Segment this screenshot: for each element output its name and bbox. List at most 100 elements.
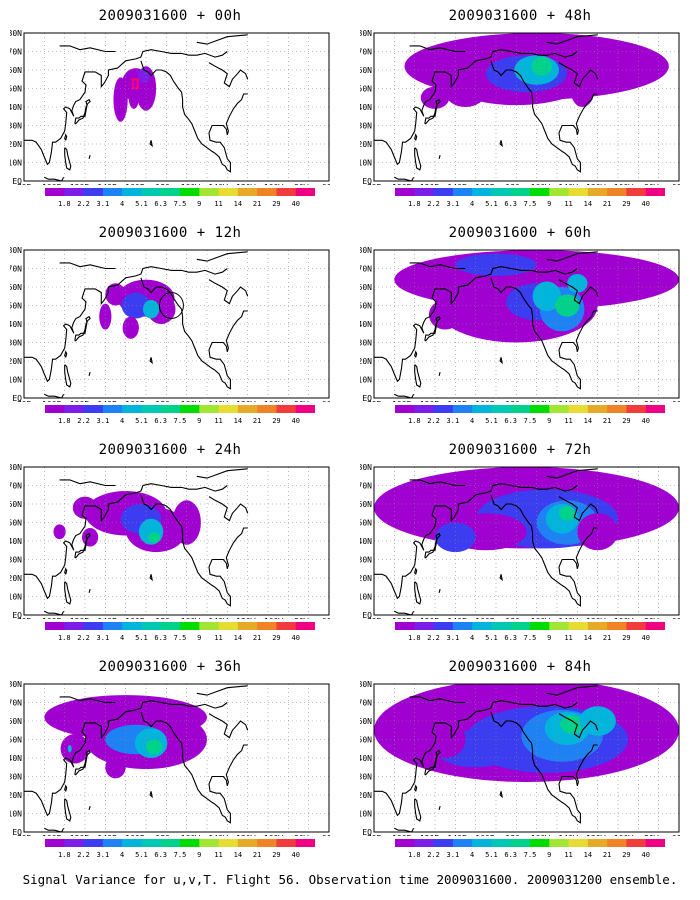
lon-tick-label: 100E <box>42 183 61 185</box>
coastline <box>394 176 415 181</box>
colorbar-swatch <box>237 622 258 630</box>
colorbar-swatch <box>568 405 589 413</box>
colorbar-label: 5.1 <box>485 851 498 859</box>
lon-tick-label: 120W <box>236 400 255 402</box>
lat-tick-label: 50N <box>360 736 372 745</box>
variance-map: 80N 70N 60N 50N 40N 30N 20N 10N EQ80E 100E 120E 140… <box>360 464 680 619</box>
lon-tick-label: 100W <box>264 834 283 836</box>
colorbar-swatch <box>414 622 434 630</box>
variance-contour <box>121 292 151 319</box>
colorbar-label: 9 <box>197 851 201 859</box>
colorbar-label: 4 <box>470 200 474 208</box>
lat-tick-label: 60N <box>10 717 22 726</box>
colorbar: 1.8 2.2 3.1 4 5.1 6.3 7.5 9 11 14 21 29 40 <box>45 188 315 208</box>
lat-tick-label: 70N <box>10 699 22 708</box>
colorbar-label: 40 <box>291 634 299 642</box>
colorbar-label: 11 <box>214 200 222 208</box>
lat-tick-label: 20N <box>360 574 372 583</box>
coastline <box>208 279 249 305</box>
lat-tick-label: 50N <box>360 519 372 528</box>
variance-contour <box>122 316 139 339</box>
lon-tick-label: 180 <box>155 183 170 185</box>
colorbar-swatch <box>218 839 239 847</box>
variance-contour <box>142 299 160 319</box>
coastline <box>409 696 466 704</box>
variance-map: 80N 70N 60N 50N 40N 30N 20N 10N EQ80E 100E 120E 140… <box>10 30 330 185</box>
coastline <box>74 532 91 559</box>
colorbar-swatch <box>626 188 647 196</box>
lat-tick-label: 80N <box>360 30 372 38</box>
colorbar-label: 11 <box>564 634 572 642</box>
colorbar-label: 7.5 <box>524 200 537 208</box>
lat-tick-label: EQ <box>12 611 22 619</box>
coastline <box>414 364 422 388</box>
colorbar-swatch <box>257 839 277 847</box>
coastline <box>140 60 248 173</box>
colorbar-swatch <box>237 839 258 847</box>
coastline <box>208 713 249 739</box>
coastline <box>424 749 441 776</box>
colorbar-label: 9 <box>547 417 551 425</box>
colorbar-label: 1.8 <box>408 851 421 859</box>
colorbar-label: 2.2 <box>427 634 440 642</box>
coastline <box>24 700 228 817</box>
colorbar-label: 3.1 <box>447 851 460 859</box>
colorbar-label: 9 <box>197 634 201 642</box>
colorbar-label: 14 <box>584 200 592 208</box>
lat-tick-label: 10N <box>10 593 22 602</box>
variance-contour <box>81 528 99 547</box>
variance-contour <box>99 303 112 330</box>
coastline <box>490 494 598 607</box>
coastline <box>74 315 91 342</box>
colorbar-label: 1.8 <box>58 851 71 859</box>
colorbar-swatch <box>452 405 473 413</box>
map-panel: 2009031600 + 60h 80N 70N 60N 50N 40N 30N 20N 10N… <box>350 217 690 432</box>
colorbar-label: 21 <box>253 634 261 642</box>
colorbar-swatch <box>295 622 315 630</box>
colorbar-swatch <box>141 839 162 847</box>
colorbar-swatch <box>395 188 415 196</box>
colorbar-label: 7.5 <box>524 851 537 859</box>
colorbar-swatch <box>395 839 415 847</box>
colorbar-swatch <box>199 839 219 847</box>
lon-tick-label: 100E <box>42 400 61 402</box>
colorbar-swatch <box>433 405 454 413</box>
panel-title: 2009031600 + 24h <box>98 442 242 458</box>
lon-tick-label: 60W <box>672 400 680 402</box>
colorbar-label: 2.2 <box>77 417 90 425</box>
coastline <box>59 45 116 53</box>
lon-tick-label: 120W <box>586 183 605 185</box>
coastline <box>44 610 65 615</box>
lon-tick-label: 160W <box>181 183 200 185</box>
lon-tick-label: 160W <box>181 400 200 402</box>
colorbar-swatch <box>276 622 297 630</box>
colorbar-label: 11 <box>214 634 222 642</box>
colorbar-swatch <box>83 839 104 847</box>
colorbar-swatch <box>645 839 665 847</box>
lon-tick-label: 80W <box>294 617 309 619</box>
colorbar-label: 11 <box>214 417 222 425</box>
variance-contour <box>53 524 66 540</box>
colorbar-label: 6.3 <box>154 417 167 425</box>
lat-tick-label: 30N <box>10 339 22 348</box>
colorbar-label: 9 <box>547 200 551 208</box>
lon-tick-label: 120W <box>586 834 605 836</box>
lon-tick-label: 160E <box>475 400 494 402</box>
colorbar-label: 29 <box>272 634 280 642</box>
colorbar-label: 9 <box>197 200 201 208</box>
coastline <box>424 98 441 125</box>
lon-tick-label: 140W <box>208 617 227 619</box>
coastline <box>64 364 72 388</box>
coastline <box>438 154 441 159</box>
colorbar-label: 14 <box>584 417 592 425</box>
lon-tick-label: 140E <box>448 400 467 402</box>
coastline <box>59 696 116 704</box>
colorbar-swatch <box>414 405 434 413</box>
lon-tick-label: 60W <box>322 183 330 185</box>
colorbar-swatch <box>472 839 492 847</box>
colorbar-swatch <box>199 188 219 196</box>
colorbar-swatch <box>472 622 492 630</box>
lon-tick-label: 100E <box>42 834 61 836</box>
colorbar-swatch <box>530 622 550 630</box>
coastline <box>414 133 418 141</box>
